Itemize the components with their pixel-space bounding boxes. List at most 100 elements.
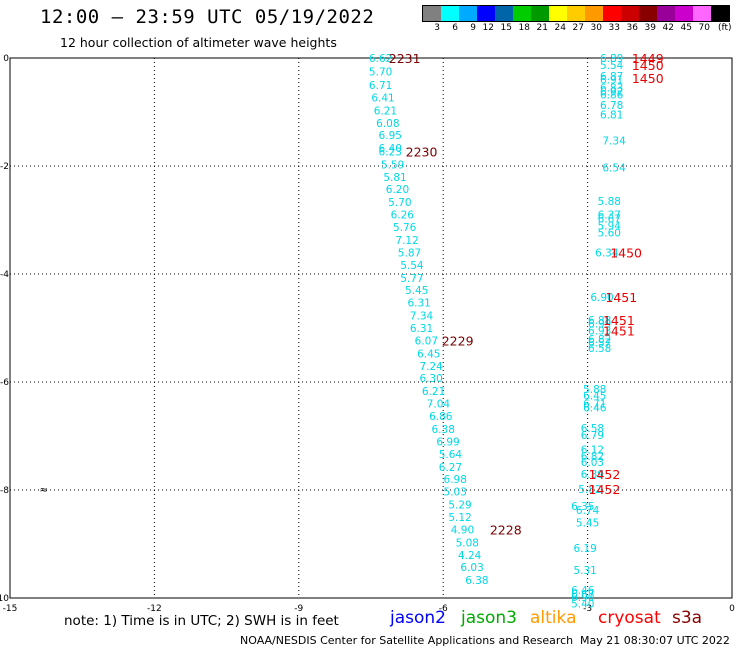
swh-value: 6.78 xyxy=(600,100,623,112)
swh-value: 7.24 xyxy=(419,361,443,373)
swh-value: 6.12 xyxy=(581,445,604,457)
legend-swatch xyxy=(423,6,441,21)
swh-value: 6.86 xyxy=(429,411,453,423)
pass-time-label: 1452 xyxy=(589,467,621,482)
swh-value: 6.31 xyxy=(407,298,430,310)
swh-value: 6.21 xyxy=(374,105,397,117)
swh-value: 5.45 xyxy=(405,285,428,297)
legend-label: 36 xyxy=(626,23,638,33)
swh-value: 5.31 xyxy=(573,565,596,577)
swh-value: 6.03 xyxy=(581,457,604,469)
legend-label: 42 xyxy=(662,23,674,33)
swh-value: 6.03 xyxy=(460,562,483,574)
swh-value: 6.87 xyxy=(600,71,623,83)
swh-value: 5.59 xyxy=(381,159,404,171)
pass-time-label: 1450 xyxy=(632,71,664,86)
x-tick-label: 0 xyxy=(729,604,735,614)
swh-value: 6.95 xyxy=(379,130,402,142)
legend-swatch xyxy=(711,6,729,21)
swh-value: 5.70 xyxy=(369,67,392,79)
swh-value: 6.23 xyxy=(379,146,402,158)
swh-value: 6.91 xyxy=(600,75,623,87)
pass-time-label: 1450 xyxy=(610,245,642,260)
page-subtitle: 12 hour collection of altimeter wave hei… xyxy=(60,35,337,50)
swh-value: 6.46 xyxy=(571,585,595,597)
pass-time-label: 1452 xyxy=(589,482,621,497)
legend-unit: (ft) xyxy=(718,23,732,33)
pass-time-label: 2231 xyxy=(389,51,421,66)
swh-value: 6.46 xyxy=(583,402,607,414)
swh-value: 4.90 xyxy=(451,524,474,536)
swh-value: 6.81 xyxy=(600,110,623,122)
swh-value: 6.57 xyxy=(588,338,611,350)
satellite-label-jason3: jason3 xyxy=(461,608,517,628)
swh-value: 5.60 xyxy=(598,227,621,239)
swh-value: 6.31 xyxy=(410,323,433,335)
swh-value: 6.58 xyxy=(588,343,611,355)
swh-value: 6.99 xyxy=(436,436,459,448)
swh-value: 7.34 xyxy=(410,311,434,323)
swh-value: 5.88 xyxy=(583,384,606,396)
x-tick-label: -12 xyxy=(147,604,162,614)
y-tick-label: -4 xyxy=(0,270,9,280)
y-tick-label: 0 xyxy=(3,54,9,64)
swh-value: 6.38 xyxy=(465,575,488,587)
y-tick-label: -6 xyxy=(0,378,9,388)
swh-value: 6.26 xyxy=(391,210,415,222)
legend-label: 6 xyxy=(452,23,458,33)
pass-time-label: 2228 xyxy=(490,522,522,537)
legend-swatch xyxy=(621,6,639,21)
swh-value: 6.45 xyxy=(583,391,606,403)
swh-value: 5.45 xyxy=(576,517,599,529)
legend-swatch xyxy=(549,6,567,21)
legend-label: 21 xyxy=(536,23,548,33)
swh-value: 6.39 xyxy=(581,469,604,481)
y-tick-label: -10 xyxy=(0,594,9,604)
swh-value: 7.12 xyxy=(395,235,418,247)
x-tick-label: -3 xyxy=(583,604,592,614)
swh-value: 5.08 xyxy=(456,537,479,549)
swh-value: 6.82 xyxy=(581,451,604,463)
x-tick-label: -15 xyxy=(3,604,18,614)
legend-swatch xyxy=(441,6,459,21)
swh-value: 5.94 xyxy=(598,220,622,232)
swh-value: 7.34 xyxy=(602,136,626,148)
legend-swatch xyxy=(675,6,693,21)
satellite-label-s3a: s3a xyxy=(672,608,703,628)
legend-swatch xyxy=(639,6,657,21)
credits: NOAA/NESDIS Center for Satellite Applica… xyxy=(240,634,574,647)
legend-label: 12 xyxy=(482,23,494,33)
swh-value: 5.88 xyxy=(598,196,621,208)
swh-value: 5.29 xyxy=(448,500,471,512)
legend-swatch xyxy=(477,6,495,21)
swh-value: 5.54 xyxy=(600,60,624,72)
pass-time-label: 1451 xyxy=(605,290,637,305)
legend-label: 18 xyxy=(518,23,530,33)
plot-frame xyxy=(9,57,733,599)
pass-time-label: 1451 xyxy=(603,324,635,339)
swh-value: 5.76 xyxy=(393,222,417,234)
swh-value: 6.62 xyxy=(369,53,392,65)
swh-value: 5.03 xyxy=(444,487,467,499)
legend-label: 24 xyxy=(554,23,566,33)
swh-value: 6.74 xyxy=(576,505,600,517)
swh-value: 6.67 xyxy=(598,213,621,225)
legend-swatch xyxy=(513,6,531,21)
swh-value: 6.89 xyxy=(600,53,623,65)
satellite-label-jason2: jason2 xyxy=(390,608,446,628)
legend-label: 3 xyxy=(434,23,440,33)
swh-value: 6.08 xyxy=(376,118,399,130)
color-legend xyxy=(422,5,730,22)
swh-value: 6.93 xyxy=(588,326,611,338)
legend-swatch xyxy=(693,6,711,21)
legend-swatch xyxy=(603,6,621,21)
swh-value: 6.30 xyxy=(419,373,442,385)
swh-value: 4.24 xyxy=(458,550,482,562)
swh-value: 6.45 xyxy=(417,348,440,360)
swh-value: 6.34 xyxy=(595,247,619,259)
legend-swatch xyxy=(657,6,675,21)
swh-value: 6.92 xyxy=(600,86,623,98)
legend-swatch xyxy=(495,6,513,21)
legend-label: 45 xyxy=(680,23,692,33)
y-tick-label: -2 xyxy=(0,162,9,172)
